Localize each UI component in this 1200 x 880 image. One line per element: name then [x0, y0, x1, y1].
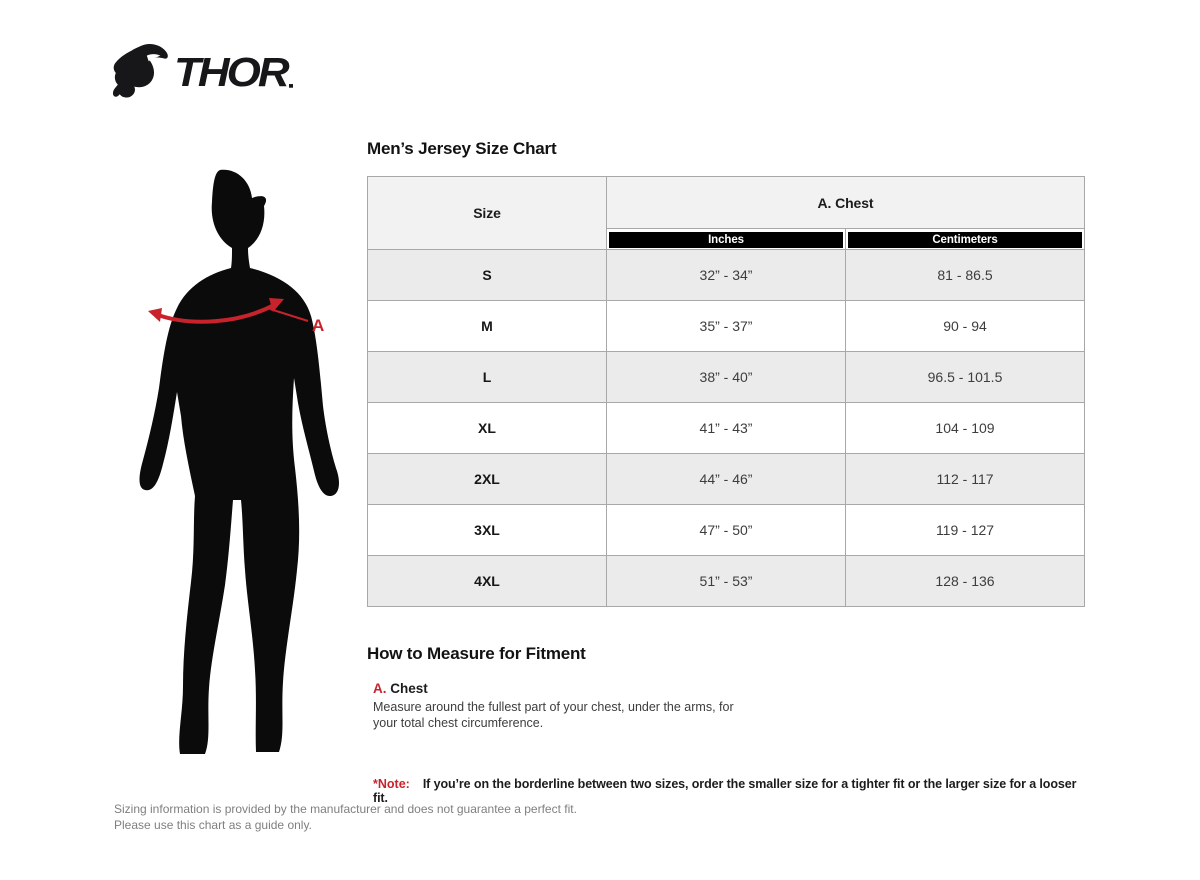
size-value: M [367, 300, 607, 352]
column-subheader-centimeters: Centimeters [848, 232, 1082, 248]
inches-value: 47” - 50” [606, 504, 846, 556]
subheader-inches-cell: Inches [606, 228, 846, 250]
body-measurement-figure: A [112, 168, 347, 765]
size-value: XL [367, 402, 607, 454]
measure-item-name: Chest [390, 681, 428, 696]
inches-value: 32” - 34” [606, 249, 846, 301]
measure-heading: How to Measure for Fitment [367, 644, 586, 663]
note-text: If you’re on the borderline between two … [373, 777, 1077, 805]
chest-marker-label: A [312, 316, 324, 335]
thor-ram-icon [112, 42, 170, 104]
centimeters-value: 128 - 136 [845, 555, 1085, 607]
centimeters-value: 119 - 127 [845, 504, 1085, 556]
column-header-chest: A. Chest [606, 176, 1085, 229]
sizing-note: *Note: If you’re on the borderline betwee… [367, 777, 1084, 805]
table-row-l: L 38” - 40” 96.5 - 101.5 [367, 351, 1085, 403]
size-value: 3XL [367, 504, 607, 556]
measure-item-key: A. [373, 681, 387, 696]
size-value: L [367, 351, 607, 403]
measure-item-description: Measure around the fullest part of your … [373, 700, 734, 730]
disclaimer-line-1: Sizing information is provided by the ma… [114, 802, 577, 816]
male-silhouette-graphic: A [139, 169, 339, 754]
centimeters-value: 112 - 117 [845, 453, 1085, 505]
disclaimer-footer: Sizing information is provided by the ma… [114, 801, 577, 833]
brand-logo: THOR [112, 42, 293, 104]
size-chart-table: Size A. Chest Inches Centimeters S 32” -… [367, 176, 1085, 607]
table-row-s: S 32” - 34” 81 - 86.5 [367, 249, 1085, 301]
table-row-m: M 35” - 37” 90 - 94 [367, 300, 1085, 352]
column-header-size: Size [367, 176, 607, 250]
table-row-4xl: 4XL 51” - 53” 128 - 136 [367, 555, 1085, 607]
column-subheader-inches: Inches [609, 232, 843, 248]
inches-value: 44” - 46” [606, 453, 846, 505]
table-row-2xl: 2XL 44” - 46” 112 - 117 [367, 453, 1085, 505]
subheader-centimeters-cell: Centimeters [845, 228, 1085, 250]
brand-wordmark: THOR [174, 50, 293, 96]
inches-value: 38” - 40” [606, 351, 846, 403]
inches-value: 41” - 43” [606, 402, 846, 454]
centimeters-value: 104 - 109 [845, 402, 1085, 454]
size-value: 4XL [367, 555, 607, 607]
disclaimer-line-2: Please use this chart as a guide only. [114, 818, 312, 832]
centimeters-value: 90 - 94 [845, 300, 1085, 352]
centimeters-value: 81 - 86.5 [845, 249, 1085, 301]
note-label: *Note: [373, 777, 410, 791]
chest-measurement-arrow [148, 298, 309, 324]
page-title: Men’s Jersey Size Chart [367, 139, 557, 158]
size-chart-section: Men’s Jersey Size Chart Size A. Chest In… [367, 139, 1085, 805]
table-row-3xl: 3XL 47” - 50” 119 - 127 [367, 504, 1085, 556]
inches-value: 35” - 37” [606, 300, 846, 352]
table-row-xl: XL 41” - 43” 104 - 109 [367, 402, 1085, 454]
size-value: 2XL [367, 453, 607, 505]
centimeters-value: 96.5 - 101.5 [845, 351, 1085, 403]
measure-item-label: A. Chest [373, 681, 1084, 696]
size-value: S [367, 249, 607, 301]
measure-item-chest: A. Chest Measure around the fullest part… [367, 681, 1084, 731]
inches-value: 51” - 53” [606, 555, 846, 607]
